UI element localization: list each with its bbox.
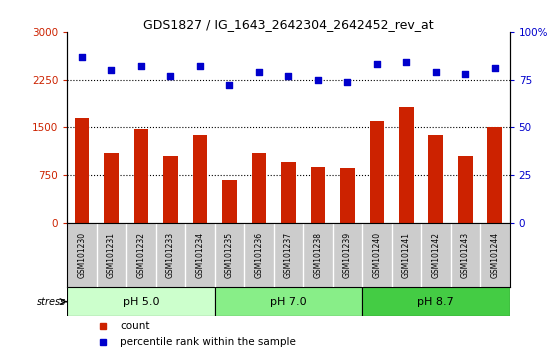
Text: GSM101242: GSM101242 — [431, 232, 440, 278]
Text: GSM101237: GSM101237 — [284, 232, 293, 278]
Text: GSM101232: GSM101232 — [137, 232, 146, 278]
Text: GSM101236: GSM101236 — [254, 232, 263, 278]
Bar — [133, 129, 148, 223]
Point — [431, 69, 440, 75]
Bar — [222, 180, 237, 223]
Point — [461, 71, 470, 77]
Bar — [74, 118, 90, 223]
Point — [314, 77, 323, 82]
Point — [166, 73, 175, 79]
Point — [137, 63, 146, 69]
Text: GSM101239: GSM101239 — [343, 232, 352, 278]
Text: pH 8.7: pH 8.7 — [418, 297, 454, 307]
Text: GSM101234: GSM101234 — [195, 232, 204, 278]
Bar — [311, 167, 325, 223]
Point — [343, 79, 352, 84]
Bar — [370, 121, 384, 223]
Point — [372, 62, 381, 67]
Text: GSM101240: GSM101240 — [372, 232, 381, 278]
Text: GSM101233: GSM101233 — [166, 232, 175, 278]
Bar — [104, 153, 119, 223]
Bar — [458, 156, 473, 223]
Text: percentile rank within the sample: percentile rank within the sample — [120, 337, 296, 347]
Text: stress: stress — [38, 297, 67, 307]
Bar — [214, 287, 362, 316]
Text: count: count — [120, 321, 150, 331]
Bar — [281, 162, 296, 223]
Point — [225, 82, 234, 88]
Text: GSM101235: GSM101235 — [225, 232, 234, 278]
Text: GSM101230: GSM101230 — [77, 232, 86, 278]
Text: GSM101241: GSM101241 — [402, 232, 411, 278]
Text: GSM101243: GSM101243 — [461, 232, 470, 278]
Point — [195, 63, 204, 69]
Text: GSM101231: GSM101231 — [107, 232, 116, 278]
Bar — [340, 167, 355, 223]
Point — [491, 65, 500, 71]
Title: GDS1827 / IG_1643_2642304_2642452_rev_at: GDS1827 / IG_1643_2642304_2642452_rev_at — [143, 18, 433, 31]
Point — [107, 67, 116, 73]
Bar — [67, 287, 214, 316]
Text: pH 5.0: pH 5.0 — [123, 297, 159, 307]
Bar — [487, 127, 502, 223]
Point — [402, 59, 411, 65]
Point — [254, 69, 263, 75]
Text: pH 7.0: pH 7.0 — [270, 297, 307, 307]
Bar — [428, 135, 444, 223]
Point — [284, 73, 293, 79]
Text: GSM101238: GSM101238 — [314, 232, 323, 278]
Bar — [251, 153, 267, 223]
Point — [77, 54, 86, 59]
Bar — [163, 156, 178, 223]
Bar — [193, 135, 207, 223]
Text: GSM101244: GSM101244 — [491, 232, 500, 278]
Bar — [362, 287, 510, 316]
Bar — [399, 107, 414, 223]
